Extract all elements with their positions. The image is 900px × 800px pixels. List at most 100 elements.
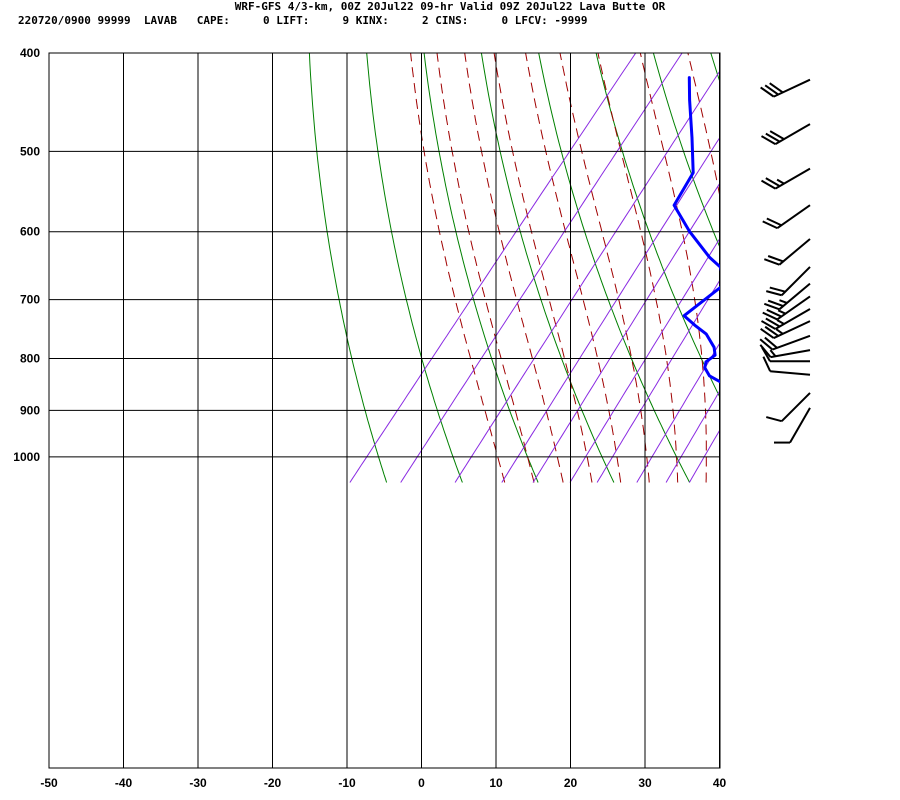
wind-barb-shaft [770,349,811,359]
mixing-ratio-line [869,30,900,482]
mixing-ratio-line [765,30,900,482]
wind-barb-feather [762,220,778,230]
wind-barb [763,282,811,311]
wind-barb-feather [767,255,784,263]
temperature-tick-label: -40 [115,776,133,790]
pressure-tick-label: 400 [20,46,40,60]
wind-barb-shaft [774,123,811,145]
plot-frame [48,52,721,769]
mixing-ratio-line [847,30,900,482]
wind-barb-feather [760,86,775,98]
temperature-profile-line [827,80,885,397]
wind-barb-feather [769,130,785,140]
pressure-tick-label: 600 [20,225,40,239]
wind-barb-feather [766,290,782,297]
temperature-tick-label: 10 [489,776,503,790]
wind-barb-feather [761,135,776,145]
wind-barb-feather [766,308,782,318]
dewpoint-profile-line [672,76,720,384]
dry-adiabat [480,53,615,483]
wind-barb-feather [761,320,776,330]
wind-barb-feather [764,336,778,349]
temperature-tick-label: 0 [418,776,425,790]
mixing-ratio-line [888,30,900,482]
wind-barb-half-feather [777,309,786,315]
dry-adiabat [366,53,463,483]
wind-barb-half-feather [775,328,784,335]
mixing-ratio-line [786,30,900,482]
dry-adiabat [538,53,691,483]
wind-barb-shaft [773,320,811,339]
pressure-tick-label: 700 [20,293,40,307]
wind-barb-shaft [778,282,811,311]
mixing-ratio-line [532,181,720,483]
wind-barb [766,392,811,423]
wind-barb-shaft [770,370,811,376]
wind-barbs [759,78,811,444]
mixing-ratio-line [665,389,720,483]
moist-adiabat [525,53,622,483]
wind-barb-feather [761,179,776,190]
sounding-indices: 220720/0900 99999 LAVAB CAPE: 0 LIFT: 9 … [18,14,588,27]
mixing-ratio-line [688,428,720,483]
moist-adiabat [597,53,679,483]
wind-barb-feather [760,328,775,339]
wind-barb-feather [764,325,779,337]
moist-adiabat [639,53,707,483]
pressure-tick-label: 1000 [13,450,40,464]
dry-adiabat [874,30,900,482]
wind-barb-feather [766,217,782,227]
mixing-ratio-line [636,341,720,483]
sounding-title: WRF-GFS 4/3-km, 00Z 20Jul22 09-hr Valid … [234,0,666,13]
dry-adiabat [423,53,539,483]
moist-adiabat [464,53,564,483]
moist-adiabat [410,53,506,483]
wind-barb-feather [765,177,781,187]
temperature-tick-label: -10 [338,776,356,790]
grid-lines [48,52,720,768]
wind-barb [759,334,811,351]
wind-barb-feather [764,84,779,96]
wind-barb-feather [763,258,780,266]
wind-barb-shaft [776,204,811,229]
wind-barb-feather [761,346,771,362]
moist-adiabat [792,30,817,482]
wind-barb-feather [759,338,774,351]
pressure-tick-label: 500 [20,144,40,158]
mixing-ratio-line [820,30,900,482]
dry-adiabat [710,53,720,84]
moist-adiabat [436,53,535,483]
moist-adiabat [687,53,720,200]
moist-adiabat [559,53,650,483]
profile-lines [672,76,885,397]
wind-barb-feather [762,311,778,321]
wind-barb-half-feather [776,178,785,185]
wind-barb-shaft [773,78,811,98]
wind-barb [774,407,811,444]
wind-barb-feather [763,302,780,311]
wind-barb-feather [765,132,781,143]
wind-barb [759,344,811,359]
temperature-tick-label: -50 [40,776,58,790]
mixing-ratio-line [400,53,683,483]
mixing-ratio-line [349,53,637,483]
wind-barb [760,320,811,339]
wind-barb-feather [765,317,781,328]
wind-barb-feather [766,416,782,423]
wind-barb-half-feather [776,319,785,325]
wind-barb-shaft [778,238,811,266]
background-lines [308,30,900,483]
wind-barb-feather [759,344,772,358]
temperature-tick-label: 20 [564,776,578,790]
wind-barb-half-feather [779,299,788,304]
wind-barb [761,346,810,363]
wind-barb [761,167,811,190]
wind-barb-feather [762,356,772,372]
dry-adiabat [761,30,900,482]
moist-adiabat [493,53,593,483]
mixing-ratio-line [726,30,900,482]
wind-barb-shaft [789,407,811,444]
pressure-tick-labels: 400 500 600 700 800 900 1000 [13,46,40,464]
wind-barb-shaft [774,308,811,330]
wind-barb-feather [769,286,786,293]
